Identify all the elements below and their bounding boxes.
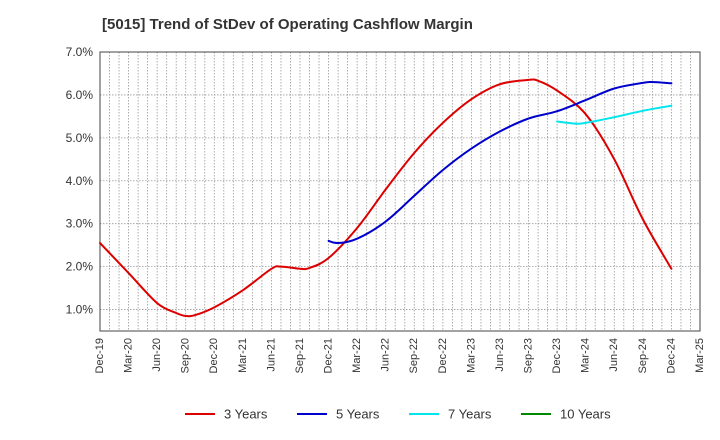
- legend-label-3-years: 3 Years: [224, 407, 268, 422]
- y-tick-label: 2.0%: [66, 260, 94, 274]
- series-line-5-years: [327, 80, 673, 245]
- x-tick-label: Mar-24: [580, 338, 592, 373]
- x-tick-label: Jun-20: [151, 338, 163, 372]
- x-tick-label: Sep-21: [294, 338, 306, 373]
- x-tick-label: Dec-23: [551, 338, 563, 373]
- legend-label-5-years: 5 Years: [336, 407, 380, 422]
- x-tick-label: Jun-23: [494, 338, 506, 372]
- x-tick-label: Dec-20: [208, 338, 220, 373]
- y-tick-label: 3.0%: [66, 217, 94, 231]
- legend-label-10-years: 10 Years: [560, 407, 611, 422]
- y-tick-label: 6.0%: [66, 88, 94, 102]
- x-tick-label: Jun-21: [265, 338, 277, 372]
- plot-area: [99, 51, 701, 332]
- series-line-7-years: [556, 104, 673, 125]
- y-tick-label: 7.0%: [66, 45, 94, 59]
- x-tick-label: Dec-22: [437, 338, 449, 373]
- x-tick-label: Sep-23: [522, 338, 534, 373]
- x-tick-label: Mar-25: [694, 338, 706, 373]
- x-tick-label: Dec-24: [665, 338, 677, 373]
- x-tick-label: Sep-20: [180, 338, 192, 373]
- y-tick-label: 1.0%: [66, 303, 94, 317]
- x-tick-label: Mar-20: [122, 338, 134, 373]
- x-tick-label: Dec-19: [94, 338, 106, 373]
- x-tick-label: Sep-22: [408, 338, 420, 373]
- x-tick-label: Jun-24: [608, 338, 620, 372]
- x-tick-label: Dec-21: [322, 338, 334, 373]
- grid-layer: [100, 51, 700, 331]
- legend: 3 Years 5 Years 7 Years 10 Years: [185, 407, 611, 422]
- x-tick-label: Mar-21: [237, 338, 249, 373]
- x-tick-label: Jun-22: [380, 338, 392, 372]
- chart-title: [5015] Trend of StDev of Operating Cashf…: [102, 16, 473, 33]
- x-tick-label: Mar-22: [351, 338, 363, 373]
- x-tick-label: Mar-23: [465, 338, 477, 373]
- y-tick-label: 5.0%: [66, 131, 94, 145]
- x-tick-label: Sep-24: [637, 338, 649, 373]
- tick-labels: 1.0% 2.0% 3.0% 4.0% 5.0% 6.0% 7.0% Dec-19 Mar-20…: [66, 45, 706, 373]
- legend-label-7-years: 7 Years: [448, 407, 492, 422]
- y-tick-label: 4.0%: [66, 174, 94, 188]
- series-lines: [99, 78, 673, 318]
